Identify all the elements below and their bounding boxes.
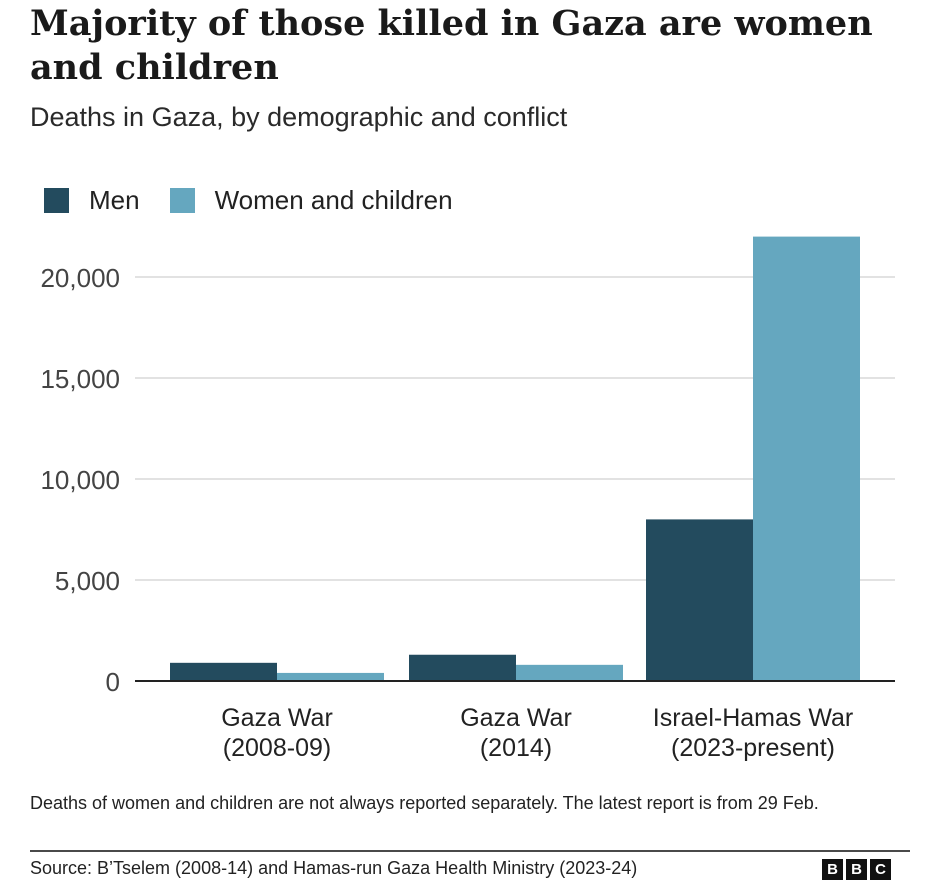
bbc-logo-letter: B (822, 859, 843, 880)
legend: Men Women and children (44, 182, 483, 218)
bbc-logo: B B C (822, 859, 894, 880)
legend-swatch-women-children (169, 187, 195, 213)
bbc-logo-letter: B (846, 859, 867, 880)
chart-subtitle: Deaths in Gaza, by demographic and confl… (30, 102, 568, 132)
bar-men (170, 662, 277, 681)
legend-item-men: Men (44, 185, 140, 216)
bbc-logo-letter: C (870, 859, 891, 880)
y-tick-label: 20,000 (40, 263, 120, 293)
legend-swatch-men (44, 187, 69, 213)
bar-women-children (516, 664, 623, 681)
y-tick-label: 0 (106, 667, 120, 697)
legend-label-men: Men (89, 184, 140, 215)
y-tick-label: 10,000 (40, 465, 120, 495)
legend-item-women-children: Women and children (169, 184, 453, 216)
chart-title: Majority of those killed in Gaza are wom… (30, 3, 873, 88)
y-tick-label: 5,000 (55, 566, 120, 596)
bar-men (409, 654, 516, 681)
bar-women-children (753, 236, 860, 681)
footnote: Deaths of women and children are not alw… (30, 793, 819, 813)
x-tick-label: (2008-09) (223, 734, 331, 762)
x-tick-label: Israel-Hamas War (653, 704, 854, 732)
x-tick-label: (2014) (480, 734, 552, 762)
legend-label-women-children: Women and children (214, 184, 453, 215)
y-tick-label: 15,000 (40, 364, 120, 394)
x-tick-label: Gaza War (460, 704, 572, 732)
x-tick-label: (2023-present) (671, 734, 835, 762)
bar-women-children (277, 672, 384, 681)
x-tick-label: Gaza War (221, 704, 333, 732)
bar-men (646, 519, 753, 681)
source-text: Source: B’Tselem (2008-14) and Hamas-run… (30, 858, 638, 878)
source-divider (30, 850, 910, 852)
